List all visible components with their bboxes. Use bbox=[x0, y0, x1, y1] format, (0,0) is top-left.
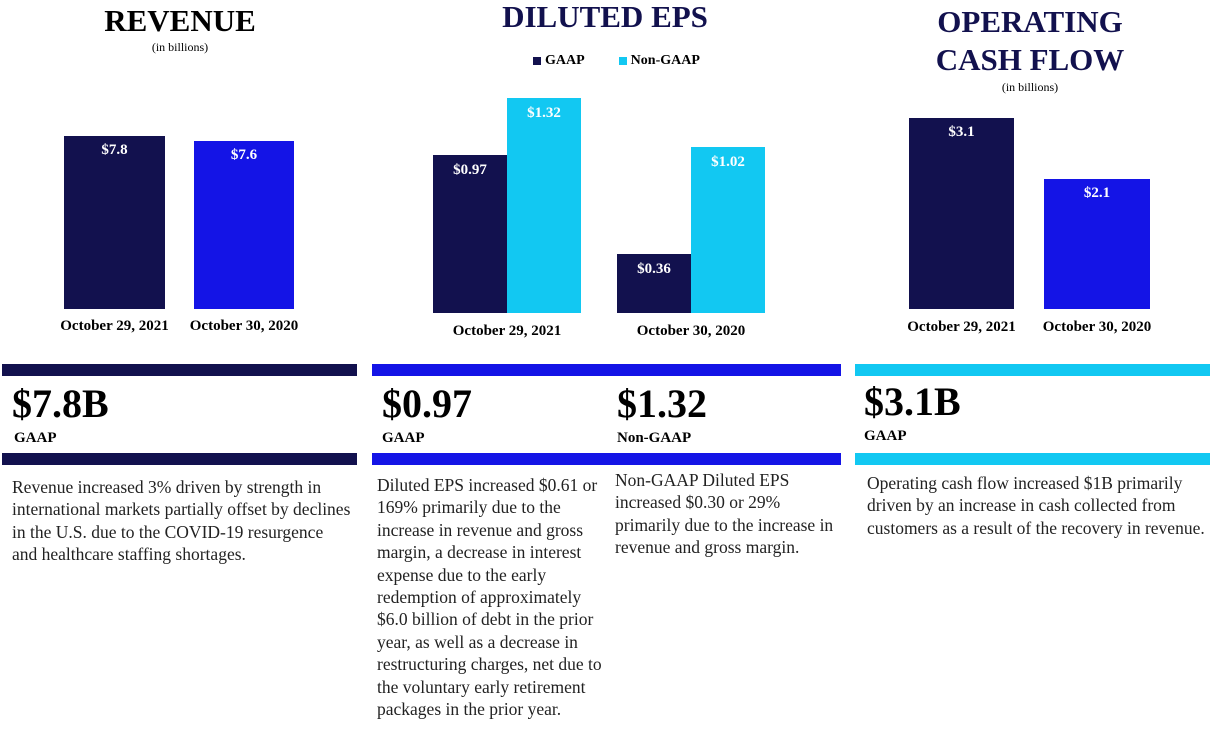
revenue-bar-label-1: $7.6 bbox=[230, 146, 258, 163]
eps-nongaap-description: Non-GAAP Diluted EPS increased $0.30 or … bbox=[615, 470, 834, 558]
eps-bar-label-nongaap-1: $1.02 bbox=[711, 153, 745, 170]
ocf-big-label: GAAP bbox=[864, 428, 907, 444]
ocf-description: Operating cash flow increased $1B primar… bbox=[867, 473, 1205, 538]
revenue-chart: $7.8 October 29, 2021 $7.6 October 30, 2020 bbox=[0, 0, 360, 345]
revenue-title: REVENUE bbox=[104, 3, 256, 38]
eps-bar-gaap-1 bbox=[617, 254, 691, 313]
ocf-big-value: $3.1B bbox=[864, 379, 961, 424]
eps-category-0: October 29, 2021 bbox=[452, 323, 562, 339]
eps-gaap-big-value: $0.97 bbox=[382, 381, 472, 426]
legend-gaap: GAAP bbox=[533, 53, 585, 69]
eps-bar-label-gaap-0: $0.97 bbox=[453, 162, 487, 179]
eps-bar-label-gaap-1: $0.36 bbox=[637, 261, 671, 278]
eps-category-1: October 30, 2020 bbox=[636, 323, 746, 339]
ocf-category-1: October 30, 2020 bbox=[1042, 319, 1152, 335]
legend-nongaap: Non-GAAP bbox=[618, 53, 700, 69]
revenue-subtitle: (in billions) bbox=[151, 40, 209, 54]
revenue-bottom-band bbox=[2, 453, 357, 465]
eps-bar-gaap-0 bbox=[433, 155, 507, 313]
ocf-subtitle: (in billions) bbox=[1001, 80, 1059, 94]
ocf-title-line1: OPERATING bbox=[937, 4, 1123, 39]
eps-bar-nongaap-0 bbox=[507, 98, 581, 313]
eps-top-band bbox=[372, 364, 841, 376]
eps-nongaap-big-value: $1.32 bbox=[617, 381, 707, 426]
revenue-big-value: $7.8B bbox=[12, 381, 109, 426]
eps-bottom-band bbox=[372, 453, 841, 465]
legend-gaap-label: GAAP bbox=[545, 53, 585, 68]
ocf-bar-label-0: $3.1 bbox=[948, 123, 975, 140]
ocf-top-band bbox=[855, 364, 1210, 376]
eps-gaap-big-label: GAAP bbox=[382, 430, 425, 446]
ocf-bar-1 bbox=[1044, 179, 1150, 309]
legend-nongaap-swatch bbox=[618, 57, 627, 65]
revenue-category-1: October 30, 2020 bbox=[189, 318, 299, 334]
ocf-category-0: October 29, 2021 bbox=[907, 319, 1016, 335]
eps-gaap-description: Diluted EPS increased $0.61 or 169% prim… bbox=[377, 475, 602, 720]
revenue-top-band bbox=[2, 364, 357, 376]
eps-legend: GAAP Non-GAAP bbox=[533, 53, 700, 69]
ocf-bar-label-1: $2.1 bbox=[1083, 185, 1111, 202]
ocf-bar-0 bbox=[909, 117, 1014, 309]
legend-gaap-swatch bbox=[533, 57, 541, 65]
revenue-description: Revenue increased 3% driven by strength … bbox=[12, 477, 351, 565]
revenue-category-0: October 29, 2021 bbox=[60, 318, 169, 334]
revenue-bar-0 bbox=[64, 136, 165, 309]
eps-nongaap-big-label: Non-GAAP bbox=[617, 430, 692, 446]
ocf-title-line2: CASH FLOW bbox=[935, 42, 1125, 77]
eps-chart: $0.97 $1.32 October 29, 2021 $0.36 $1.02 Octo… bbox=[0, 0, 850, 345]
ocf-chart: $3.1 October 29, 2021 $2.1 October 30, 2020 bbox=[0, 0, 1223, 345]
revenue-bar-label-0: $7.8 bbox=[101, 142, 128, 159]
eps-title: DILUTED EPS bbox=[502, 0, 708, 34]
revenue-bar-1 bbox=[194, 140, 294, 309]
eps-bar-nongaap-1 bbox=[691, 146, 765, 313]
ocf-bottom-band bbox=[855, 453, 1210, 465]
revenue-big-label: GAAP bbox=[14, 430, 57, 446]
eps-bar-label-nongaap-0: $1.32 bbox=[527, 105, 561, 122]
legend-nongaap-label: Non-GAAP bbox=[630, 53, 700, 68]
